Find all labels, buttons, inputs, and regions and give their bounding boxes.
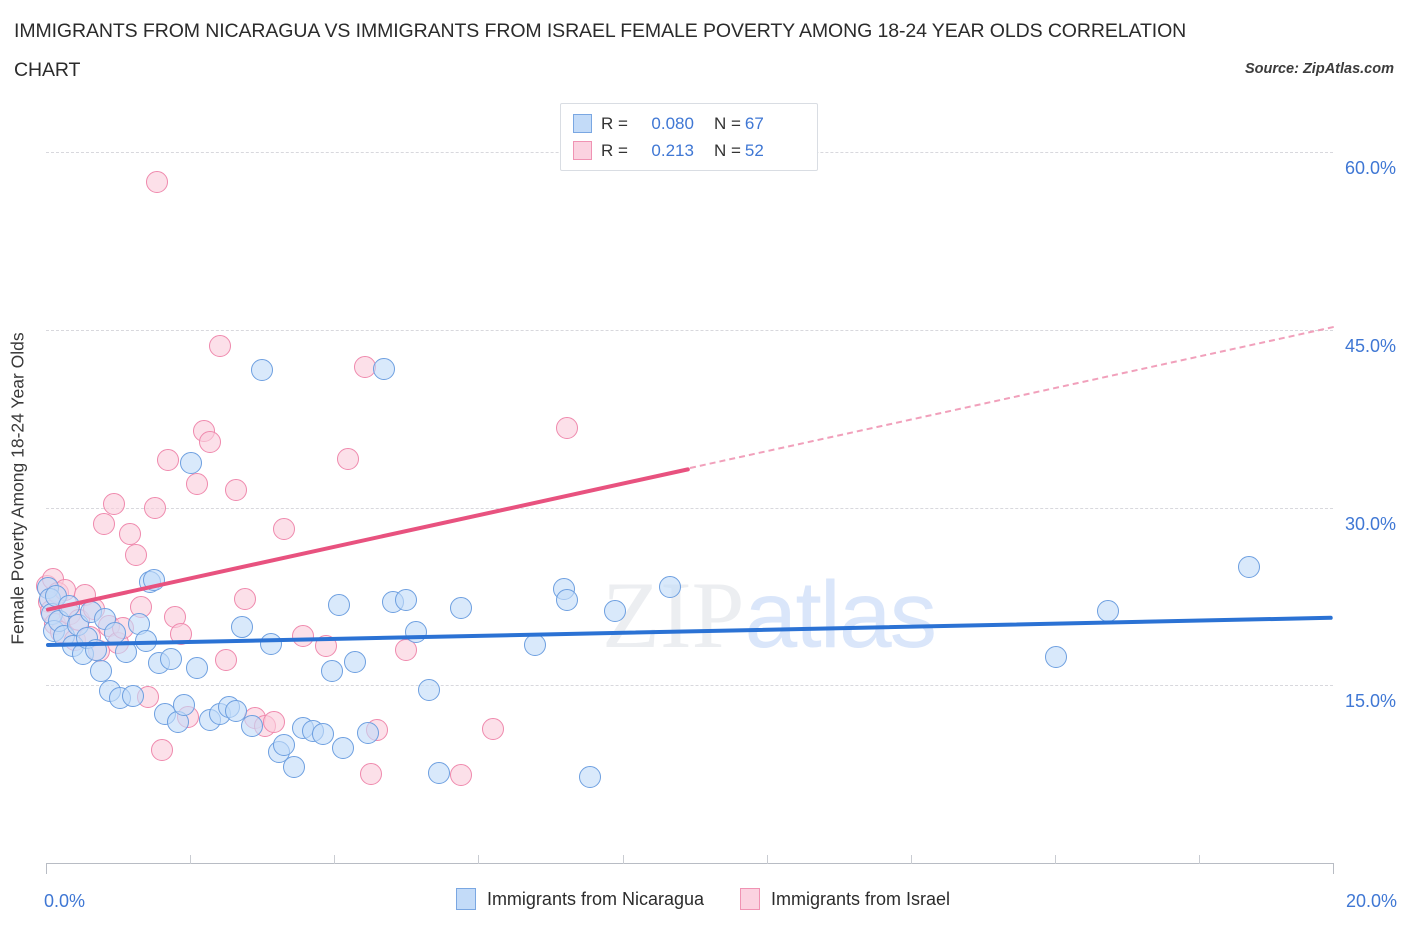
y-axis-tick-label: 30.0% (1344, 513, 1396, 534)
scatter-point (1238, 555, 1261, 578)
x-axis-max-label: 20.0% (1345, 891, 1397, 911)
scatter-point (144, 496, 167, 519)
scatter-point (311, 722, 334, 745)
gridline (46, 329, 1333, 331)
scatter-point (224, 700, 247, 723)
scatter-point (173, 694, 196, 717)
israel-swatch-icon (573, 141, 592, 160)
y-axis-tick-label: 60.0% (1344, 158, 1396, 179)
r-label: R = (601, 140, 628, 160)
x-axis-tick (622, 855, 624, 864)
n-label: N = (713, 113, 741, 133)
chart-title-line-1: IMMIGRANTS FROM NICARAGUA VS IMMIGRANTS … (14, 20, 1187, 42)
gridline (46, 685, 1333, 687)
scatter-point (556, 417, 579, 440)
scatter-point (1096, 599, 1119, 622)
r-value: 0.213 (651, 140, 694, 160)
scatter-point (450, 764, 473, 787)
scatter-point (224, 478, 247, 501)
n-value: 67 (744, 113, 764, 133)
scatter-point (160, 648, 183, 671)
scatter-point (273, 517, 296, 540)
x-axis-tick (190, 855, 192, 864)
r-value: 0.080 (651, 113, 694, 133)
series-legend-label: Immigrants from Israel (771, 888, 951, 909)
scatter-point (186, 656, 209, 679)
scatter-point (150, 739, 173, 762)
scatter-point (604, 599, 627, 622)
scatter-point (327, 593, 350, 616)
stats-legend-row: R = 0.080 N = 67 (573, 110, 807, 137)
scatter-point (145, 170, 168, 193)
scatter-point (427, 761, 450, 784)
n-value: 52 (744, 140, 764, 160)
scatter-point (332, 737, 355, 760)
x-axis-tick (766, 855, 768, 864)
scatter-point (321, 660, 344, 683)
n-label: N = (713, 140, 741, 160)
scatter-point (359, 763, 382, 786)
scatter-point (125, 543, 148, 566)
scatter-point (199, 431, 222, 454)
scatter-point (250, 359, 273, 382)
scatter-point (121, 684, 144, 707)
scatter-point (263, 711, 286, 733)
scatter-point (482, 718, 505, 741)
scatter-point (89, 660, 112, 683)
scatter-point (143, 568, 166, 591)
nicaragua-swatch-icon (573, 114, 592, 133)
series-legend-item[interactable]: Immigrants from Nicaragua (455, 888, 705, 910)
scatter-point (186, 472, 209, 495)
plot-area: ZIPatlas (36, 113, 1334, 863)
series-legend-label: Immigrants from Nicaragua (486, 888, 705, 909)
scatter-point (578, 765, 601, 788)
y-axis-title: Female Poverty Among 18-24 Year Olds (7, 332, 28, 645)
series-legend-item[interactable]: Immigrants from Israel (740, 888, 950, 910)
scatter-point (118, 522, 141, 545)
nicaragua-swatch-icon (455, 888, 476, 910)
scatter-point (314, 635, 337, 658)
scatter-point (134, 630, 157, 653)
scatter-point (282, 756, 305, 779)
series-legend: Immigrants from Nicaragua Immigrants from… (0, 888, 1406, 910)
scatter-point (215, 649, 238, 672)
scatter-point (356, 721, 379, 744)
scatter-point (273, 733, 296, 756)
stats-legend-row: R = 0.213 N = 52 (573, 137, 807, 164)
x-axis-tick (1199, 855, 1201, 864)
scatter-point (85, 638, 108, 661)
gridline (46, 507, 1333, 509)
scatter-point (524, 633, 547, 656)
x-axis-min-label: 0.0% (44, 891, 86, 911)
scatter-point (417, 679, 440, 701)
source-attribution: Source: ZipAtlas.com (1244, 61, 1394, 77)
scatter-point (260, 632, 283, 655)
x-axis-tick (1055, 855, 1056, 864)
x-axis-tick (910, 855, 912, 864)
correlation-stats-legend: R = 0.080 N = 67 R = 0.213 N = 52 (560, 103, 818, 171)
y-axis-tick-label: 45.0% (1344, 335, 1396, 356)
scatter-point (102, 492, 125, 515)
scatter-point (179, 451, 202, 474)
x-axis-tick (46, 863, 47, 874)
scatter-point (405, 620, 427, 643)
scatter-point (343, 650, 366, 673)
r-label: R = (601, 113, 628, 133)
chart-title-line-2: CHART (14, 59, 81, 81)
scatter-point (92, 513, 115, 536)
scatter-point (372, 357, 395, 380)
x-axis-line (46, 863, 1333, 864)
x-axis-tick (334, 855, 336, 864)
x-axis-tick (1333, 863, 1334, 874)
scatter-point (292, 624, 315, 647)
israel-swatch-icon (740, 888, 761, 910)
scatter-point (240, 714, 263, 737)
y-axis-tick-label: 15.0% (1344, 691, 1396, 712)
scatter-point (208, 335, 231, 358)
scatter-point (1045, 645, 1068, 668)
scatter-point (659, 575, 682, 598)
x-axis-tick (478, 855, 480, 864)
